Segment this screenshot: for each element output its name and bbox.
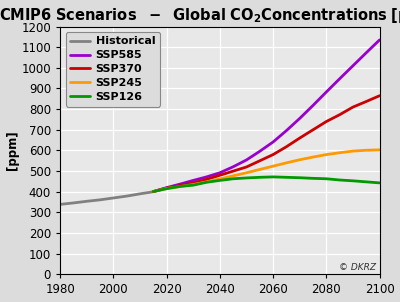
SSP370: [337, 113, 342, 117]
SSP585: [377, 38, 382, 42]
SSP126: [271, 175, 276, 179]
SSP370: [364, 100, 369, 103]
SSP245: [377, 148, 382, 152]
SSP126: [204, 181, 209, 184]
SSP126: [257, 175, 262, 179]
SSP370: [244, 165, 249, 169]
SSP370: [218, 173, 222, 177]
SSP370: [350, 105, 355, 109]
Historical: [124, 194, 129, 198]
SSP370: [324, 120, 329, 123]
SSP370: [191, 181, 196, 185]
Line: SSP245: SSP245: [153, 150, 380, 191]
SSP126: [324, 177, 329, 181]
Historical: [58, 203, 62, 206]
Historical: [151, 190, 156, 193]
SSP126: [284, 175, 289, 179]
SSP370: [257, 159, 262, 162]
Line: SSP370: SSP370: [153, 96, 380, 191]
SSP370: [297, 136, 302, 140]
SSP585: [204, 175, 209, 179]
SSP126: [350, 179, 355, 183]
SSP370: [164, 186, 169, 190]
Title: $\mathbf{CMIP6\ Scenarios\ \ -\ \ Global\ CO_2Concentrations\ [ppm]}$: $\mathbf{CMIP6\ Scenarios\ \ -\ \ Global…: [0, 5, 400, 24]
SSP245: [311, 155, 316, 159]
SSP245: [337, 151, 342, 155]
SSP245: [218, 177, 222, 181]
SSP245: [284, 161, 289, 165]
Y-axis label: [ppm]: [ppm]: [6, 131, 18, 170]
SSP585: [218, 171, 222, 175]
SSP245: [164, 187, 169, 190]
SSP370: [377, 94, 382, 98]
SSP245: [151, 190, 156, 193]
SSP126: [151, 190, 156, 193]
SSP126: [164, 187, 169, 191]
SSP245: [257, 168, 262, 171]
SSP585: [151, 190, 156, 193]
Text: © DKRZ: © DKRZ: [339, 263, 376, 272]
SSP370: [271, 153, 276, 156]
SSP245: [191, 183, 196, 186]
SSP126: [364, 180, 369, 184]
SSP370: [231, 169, 236, 173]
SSP585: [191, 178, 196, 182]
SSP585: [324, 90, 329, 94]
SSP245: [244, 171, 249, 175]
Line: SSP126: SSP126: [153, 177, 380, 191]
SSP126: [311, 177, 316, 180]
SSP245: [178, 185, 182, 188]
SSP585: [364, 51, 369, 55]
SSP370: [151, 190, 156, 193]
Historical: [148, 190, 153, 194]
SSP585: [337, 77, 342, 81]
SSP126: [377, 181, 382, 185]
SSP126: [218, 178, 222, 182]
Line: SSP585: SSP585: [153, 40, 380, 191]
SSP585: [350, 64, 355, 68]
SSP585: [297, 117, 302, 120]
SSP126: [191, 183, 196, 187]
SSP585: [284, 129, 289, 133]
SSP126: [297, 176, 302, 180]
SSP126: [244, 176, 249, 180]
SSP245: [297, 158, 302, 162]
SSP585: [257, 149, 262, 153]
Historical: [71, 201, 76, 205]
Historical: [138, 192, 142, 196]
Legend: Historical, SSP585, SSP370, SSP245, SSP126: Historical, SSP585, SSP370, SSP245, SSP1…: [66, 32, 160, 107]
SSP126: [337, 178, 342, 182]
Historical: [84, 199, 89, 203]
SSP370: [311, 128, 316, 132]
SSP126: [178, 185, 182, 188]
SSP585: [231, 165, 236, 169]
SSP585: [311, 104, 316, 107]
SSP370: [284, 145, 289, 149]
SSP370: [204, 178, 209, 181]
SSP245: [350, 149, 355, 153]
Historical: [111, 196, 116, 200]
SSP585: [164, 186, 169, 189]
Historical: [98, 198, 102, 202]
SSP370: [178, 184, 182, 188]
SSP126: [231, 177, 236, 181]
SSP245: [204, 180, 209, 184]
SSP245: [231, 174, 236, 178]
SSP245: [364, 149, 369, 152]
Line: Historical: Historical: [60, 191, 153, 204]
SSP245: [271, 164, 276, 168]
SSP245: [324, 153, 329, 156]
SSP585: [271, 140, 276, 144]
SSP585: [178, 182, 182, 186]
SSP585: [244, 158, 249, 162]
